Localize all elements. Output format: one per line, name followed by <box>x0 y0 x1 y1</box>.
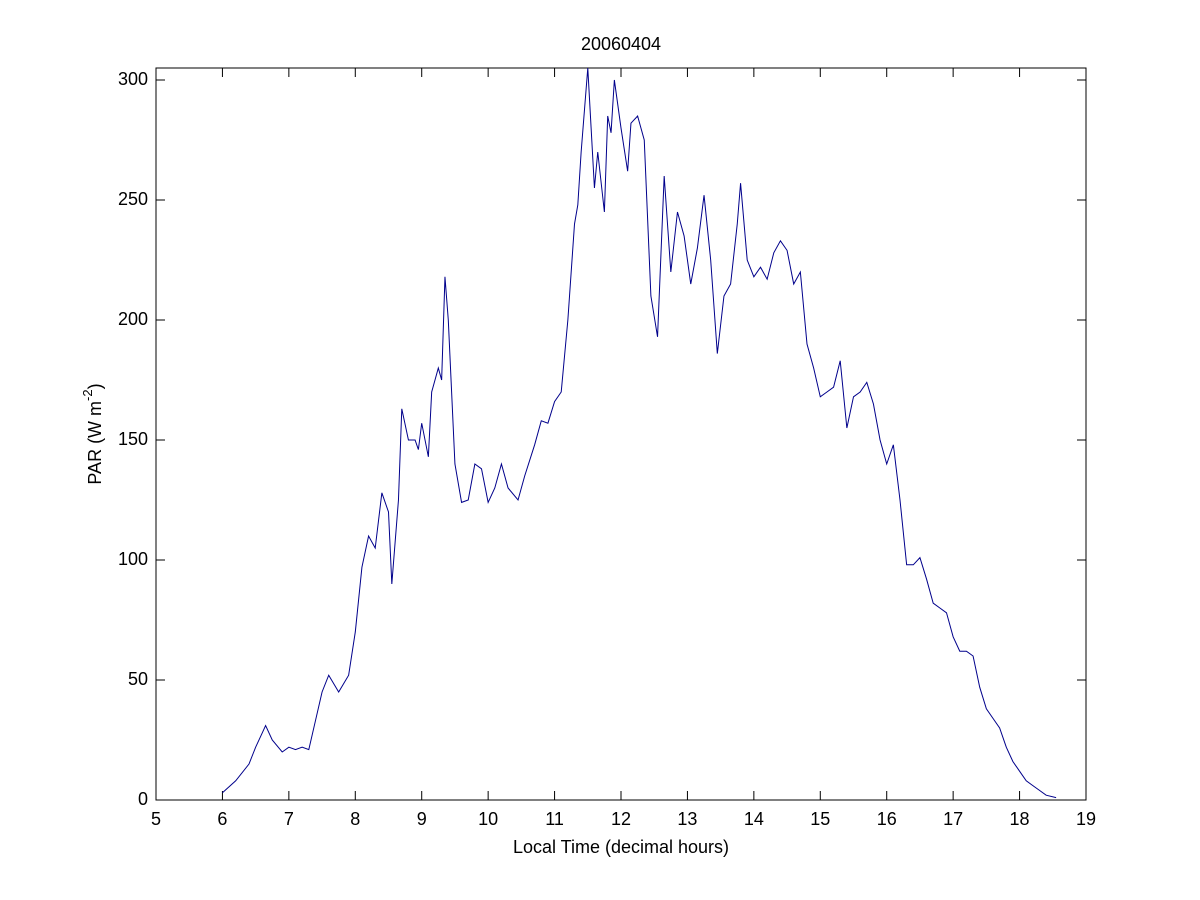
plot-area <box>155 67 1087 801</box>
y-label-superscript: -2 <box>80 389 95 401</box>
x-tick-label: 11 <box>545 809 564 829</box>
chart-title: 20060404 <box>581 34 661 54</box>
x-tick-label: 5 <box>151 809 161 829</box>
x-tick-label: 18 <box>1010 809 1030 829</box>
x-tick-label: 14 <box>744 809 764 829</box>
y-tick-label: 0 <box>138 789 148 809</box>
x-axis-label: Local Time (decimal hours) <box>513 837 729 857</box>
y-label-text: PAR (W m <box>85 401 105 485</box>
x-tick-label: 15 <box>810 809 830 829</box>
data-line <box>222 67 1057 799</box>
x-tick-label: 16 <box>877 809 897 829</box>
y-tick-label: 50 <box>128 669 148 689</box>
x-tick-label: 19 <box>1076 809 1096 829</box>
y-label-end: ) <box>85 383 105 389</box>
y-tick-label: 300 <box>118 69 148 89</box>
x-tick-label: 9 <box>417 809 427 829</box>
x-tick-label: 10 <box>478 809 498 829</box>
x-tick-label: 12 <box>611 809 631 829</box>
y-tick-label: 150 <box>118 429 148 449</box>
y-axis-label: PAR (W m-2) <box>80 383 104 484</box>
x-tick-label: 6 <box>217 809 227 829</box>
y-tick-label: 250 <box>118 189 148 209</box>
y-tick-label: 100 <box>118 549 148 569</box>
x-tick-label: 7 <box>284 809 294 829</box>
y-tick-label: 200 <box>118 309 148 329</box>
x-tick-label: 17 <box>943 809 963 829</box>
x-tick-label: 13 <box>677 809 697 829</box>
x-tick-label: 8 <box>350 809 360 829</box>
